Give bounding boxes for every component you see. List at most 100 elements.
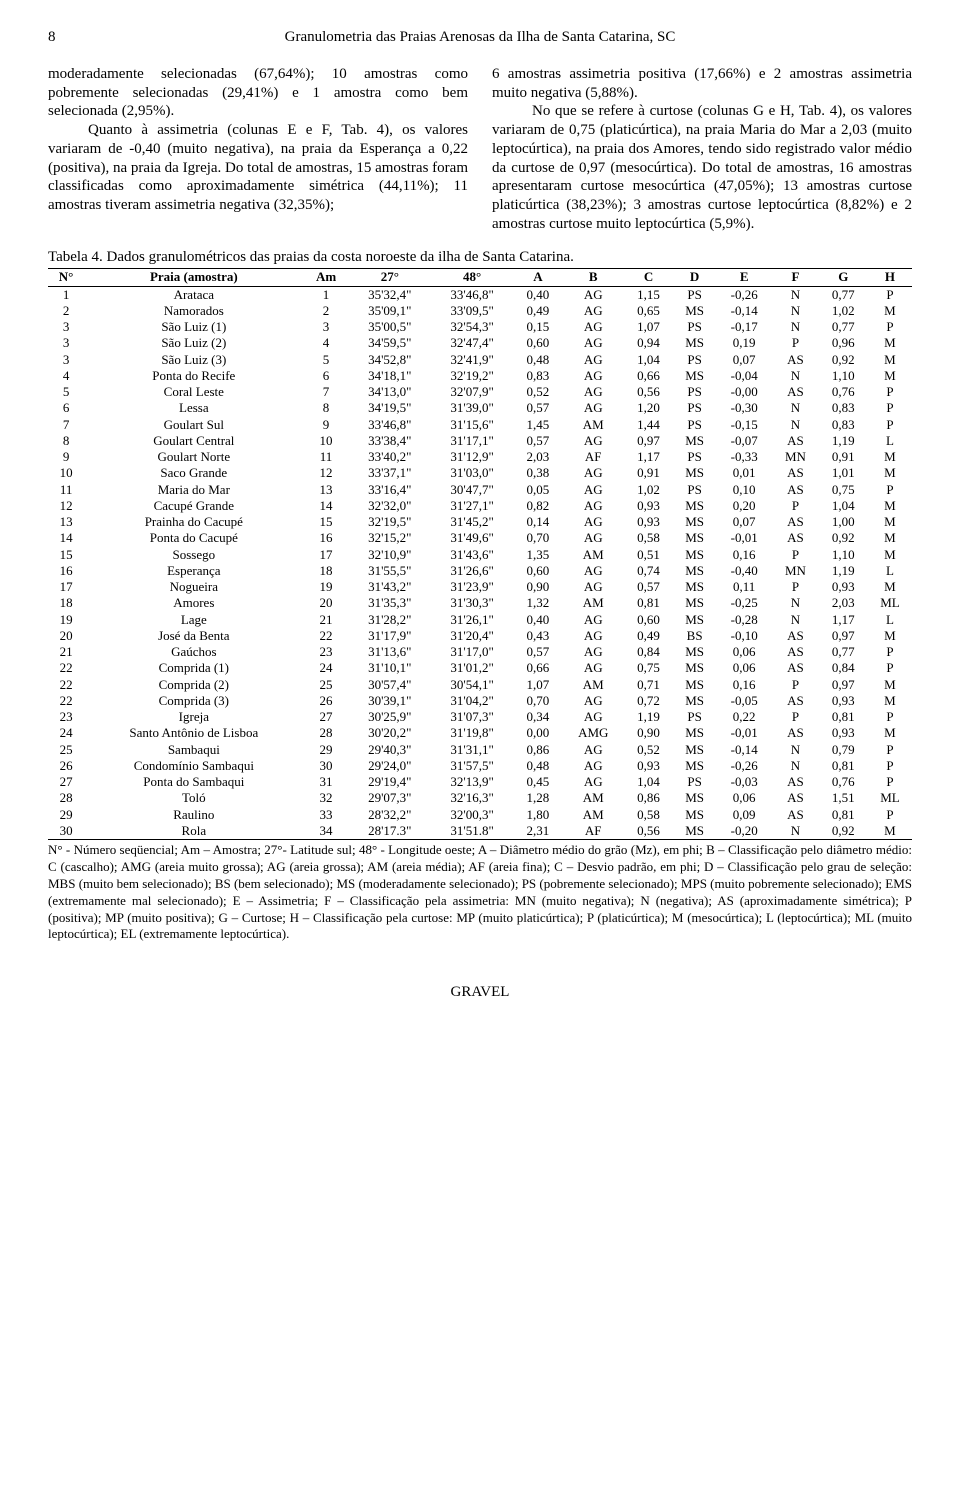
- cell: 0,93: [819, 579, 868, 595]
- cell: 31'26,6": [431, 563, 513, 579]
- cell: 0,49: [513, 303, 562, 319]
- cell: -0,17: [716, 319, 772, 335]
- cell: 12: [303, 465, 348, 481]
- table-row: 11Maria do Mar1333'16,4"30'47,7"0,05AG1,…: [48, 482, 912, 498]
- col-header: Praia (amostra): [84, 269, 303, 286]
- cell: N: [772, 400, 818, 416]
- cell: 28: [48, 790, 84, 806]
- cell: AG: [563, 303, 624, 319]
- cell: -0,01: [716, 530, 772, 546]
- cell: 11: [48, 482, 84, 498]
- cell: MS: [673, 563, 716, 579]
- cell: MS: [673, 758, 716, 774]
- cell: 0,81: [819, 807, 868, 823]
- cell: 30'47,7": [431, 482, 513, 498]
- table-row: 25Sambaqui2929'40,3"31'31,1"0,86AG0,52MS…: [48, 742, 912, 758]
- cell: -0,04: [716, 368, 772, 384]
- cell: AG: [563, 758, 624, 774]
- cell: 0,77: [819, 286, 868, 303]
- cell: 2,03: [819, 595, 868, 611]
- cell: MS: [673, 660, 716, 676]
- table-row: 23Igreja2730'25,9"31'07,3"0,34AG1,19PS0,…: [48, 709, 912, 725]
- cell: 14: [48, 530, 84, 546]
- cell: 1,07: [513, 677, 562, 693]
- cell: 0,75: [624, 660, 673, 676]
- cell: 29'19,4": [349, 774, 431, 790]
- cell: 0,57: [513, 400, 562, 416]
- cell: 20: [48, 628, 84, 644]
- cell: José da Benta: [84, 628, 303, 644]
- cell: 0,15: [513, 319, 562, 335]
- cell: -0,28: [716, 612, 772, 628]
- cell: 22: [48, 693, 84, 709]
- cell: 0,65: [624, 303, 673, 319]
- cell: 1,00: [819, 514, 868, 530]
- cell: 2,03: [513, 449, 562, 465]
- cell: 35'00,5": [349, 319, 431, 335]
- cell: P: [868, 774, 912, 790]
- cell: 4: [303, 335, 348, 351]
- cell: 17: [303, 547, 348, 563]
- cell: 6: [303, 368, 348, 384]
- cell: 31'19,8": [431, 725, 513, 741]
- cell: 0,52: [513, 384, 562, 400]
- cell: Condomínio Sambaqui: [84, 758, 303, 774]
- cell: P: [868, 758, 912, 774]
- cell: 0,07: [716, 514, 772, 530]
- cell: 26: [303, 693, 348, 709]
- cell: MS: [673, 335, 716, 351]
- cell: Coral Leste: [84, 384, 303, 400]
- cell: AS: [772, 774, 818, 790]
- cell: AG: [563, 465, 624, 481]
- cell: AS: [772, 693, 818, 709]
- cell: AM: [563, 595, 624, 611]
- cell: 31'03,0": [431, 465, 513, 481]
- cell: 29'07,3": [349, 790, 431, 806]
- cell: 31'31,1": [431, 742, 513, 758]
- cell: 31'04,2": [431, 693, 513, 709]
- cell: 0,60: [624, 612, 673, 628]
- page-header: 8 Granulometria das Praias Arenosas da I…: [48, 28, 912, 47]
- cell: 16: [303, 530, 348, 546]
- cell: AG: [563, 774, 624, 790]
- cell: P: [868, 400, 912, 416]
- cell: 8: [303, 400, 348, 416]
- cell: 2,31: [513, 823, 562, 840]
- cell: -0,14: [716, 303, 772, 319]
- cell: AG: [563, 693, 624, 709]
- col-header: G: [819, 269, 868, 286]
- cell: 0,92: [819, 530, 868, 546]
- cell: 0,45: [513, 774, 562, 790]
- cell: PS: [673, 709, 716, 725]
- cell: Ponta do Sambaqui: [84, 774, 303, 790]
- cell: PS: [673, 417, 716, 433]
- cell: 29: [48, 807, 84, 823]
- cell: P: [868, 286, 912, 303]
- cell: -0,30: [716, 400, 772, 416]
- cell: 32'10,9": [349, 547, 431, 563]
- cell: AS: [772, 644, 818, 660]
- cell: 31'13,6": [349, 644, 431, 660]
- table-row: 14Ponta do Cacupé1632'15,2"31'49,6"0,70A…: [48, 530, 912, 546]
- cell: 31'15,6": [431, 417, 513, 433]
- col-header: C: [624, 269, 673, 286]
- cell: 0,97: [819, 677, 868, 693]
- cell: 32'15,2": [349, 530, 431, 546]
- cell: 31'26,1": [431, 612, 513, 628]
- cell: 0,06: [716, 790, 772, 806]
- cell: M: [868, 579, 912, 595]
- cell: AG: [563, 709, 624, 725]
- cell: 31'10,1": [349, 660, 431, 676]
- cell: 1,19: [819, 433, 868, 449]
- cell: AS: [772, 807, 818, 823]
- cell: 31'20,4": [431, 628, 513, 644]
- cell: P: [772, 709, 818, 725]
- cell: M: [868, 547, 912, 563]
- cell: AG: [563, 660, 624, 676]
- page-number: 8: [48, 28, 72, 47]
- cell: Amores: [84, 595, 303, 611]
- cell: MN: [772, 449, 818, 465]
- cell: MS: [673, 823, 716, 840]
- cell: 0,14: [513, 514, 562, 530]
- cell: P: [868, 742, 912, 758]
